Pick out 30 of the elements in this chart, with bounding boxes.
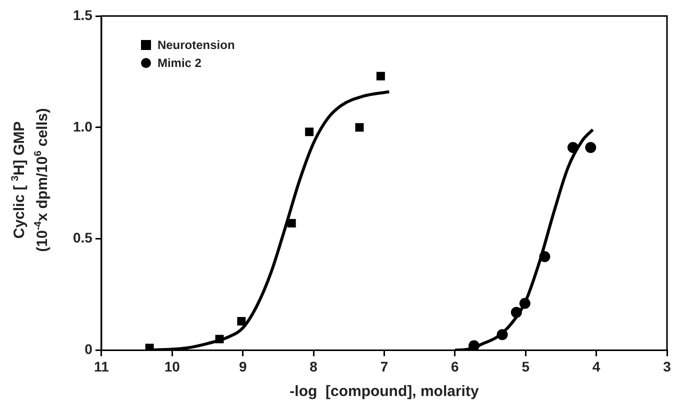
y-tick-label: 1.5: [72, 6, 93, 23]
x-tick-label: 9: [238, 358, 247, 374]
x-tick-label: 7: [380, 358, 388, 374]
point: [496, 329, 508, 340]
point: [215, 334, 224, 344]
x-tick-label: 4: [592, 358, 600, 374]
point: [145, 344, 154, 350]
y-tick-label: 0: [84, 341, 93, 358]
x-tick-label: 11: [94, 358, 110, 374]
point: [567, 142, 578, 153]
y-tick-label: 1.0: [72, 118, 93, 134]
point: [237, 316, 246, 326]
point: [376, 72, 385, 80]
legend-label: Mimic 2: [156, 55, 202, 72]
point: [585, 142, 596, 153]
x-tick-label: 8: [310, 358, 318, 374]
x-tick-label: 3: [663, 358, 672, 374]
point: [539, 251, 550, 262]
x-tick-label: 6: [451, 358, 460, 374]
y-tick-label: 0.5: [72, 230, 93, 246]
legend-label: Neurotension: [156, 37, 235, 54]
x-tick-label: 10: [164, 358, 180, 374]
point: [468, 340, 480, 350]
x-axis-title: -log [compound], molarity: [290, 383, 480, 400]
x-tick-label: 5: [522, 358, 530, 374]
point: [305, 128, 314, 136]
point: [287, 218, 296, 228]
point: [355, 123, 364, 132]
point: [510, 306, 522, 318]
point: [519, 298, 530, 309]
